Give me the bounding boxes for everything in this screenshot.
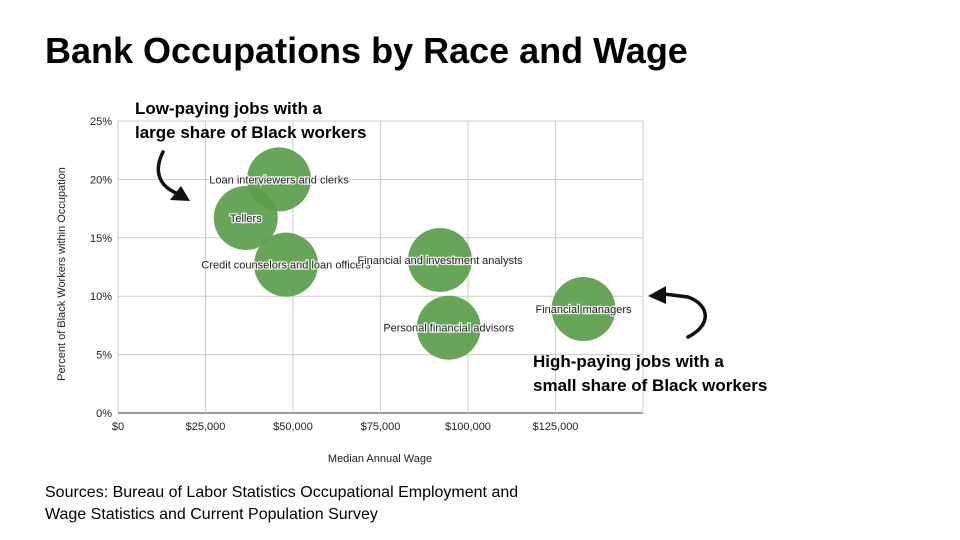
y-tick-label: 25% (90, 116, 112, 128)
x-tick-label: $25,000 (186, 421, 226, 433)
x-tick-label: $75,000 (361, 421, 401, 433)
x-tick-label: $50,000 (273, 421, 313, 433)
data-bubble (416, 295, 481, 360)
point-label: Personal financial advisors (383, 323, 514, 335)
label-layer: Loan interviewers and clerks Tellers Credi… (200, 173, 633, 336)
x-tick-label: $100,000 (445, 421, 491, 433)
data-bubble (213, 185, 278, 250)
low-annotation-arrow (156, 150, 178, 195)
low-paying-annotation: Low-paying jobs with a large share of Bl… (135, 97, 367, 145)
high-paying-annotation: High-paying jobs with a small share of B… (533, 350, 767, 398)
data-bubble (254, 232, 318, 297)
point-label: Financial managers (536, 304, 632, 316)
source-line-1: Sources: Bureau of Labor Statistics Occu… (45, 484, 519, 501)
bubble-layer (213, 147, 616, 360)
low-annotation-line-2: large share of Black workers (135, 123, 367, 142)
x-axis-title: Median Annual Wage (328, 453, 432, 465)
grid-layer (117, 120, 644, 414)
high-annotation-arrowhead (648, 286, 666, 304)
tick-layer: 0% 5% 10% 15% 20% 25% $0 $25,000 $50,000 $75,000 $… (90, 116, 578, 433)
high-annotation-line-2: small share of Black workers (533, 376, 768, 395)
point-label: Tellers (230, 213, 262, 225)
data-bubble (551, 277, 616, 342)
y-axis-title: Percent of Black Workers within Occupati… (56, 167, 68, 381)
low-annotation-arrowhead (170, 186, 190, 201)
point-label: Credit counselors and loan officers (201, 260, 371, 272)
y-tick-label: 15% (90, 233, 112, 245)
slide-title: Bank Occupations by Race and Wage (45, 30, 688, 71)
y-tick-label: 10% (90, 291, 112, 303)
y-tick-label: 0% (96, 408, 112, 420)
high-annotation-line-1: High-paying jobs with a (533, 352, 724, 371)
y-tick-label: 5% (96, 350, 112, 362)
y-tick-label: 20% (90, 174, 112, 186)
high-annotation-arrow (662, 292, 707, 339)
x-tick-label: $0 (112, 421, 124, 433)
source-line-2: Wage Statistics and Current Population S… (45, 506, 378, 523)
source-note: Sources: Bureau of Labor Statistics Occu… (45, 482, 625, 526)
low-annotation-line-1: Low-paying jobs with a (135, 99, 322, 118)
x-tick-label: $125,000 (533, 421, 579, 433)
point-label: Loan interviewers and clerks (209, 174, 349, 186)
point-label: Financial and investment analysts (357, 255, 523, 267)
data-bubble (408, 227, 472, 292)
